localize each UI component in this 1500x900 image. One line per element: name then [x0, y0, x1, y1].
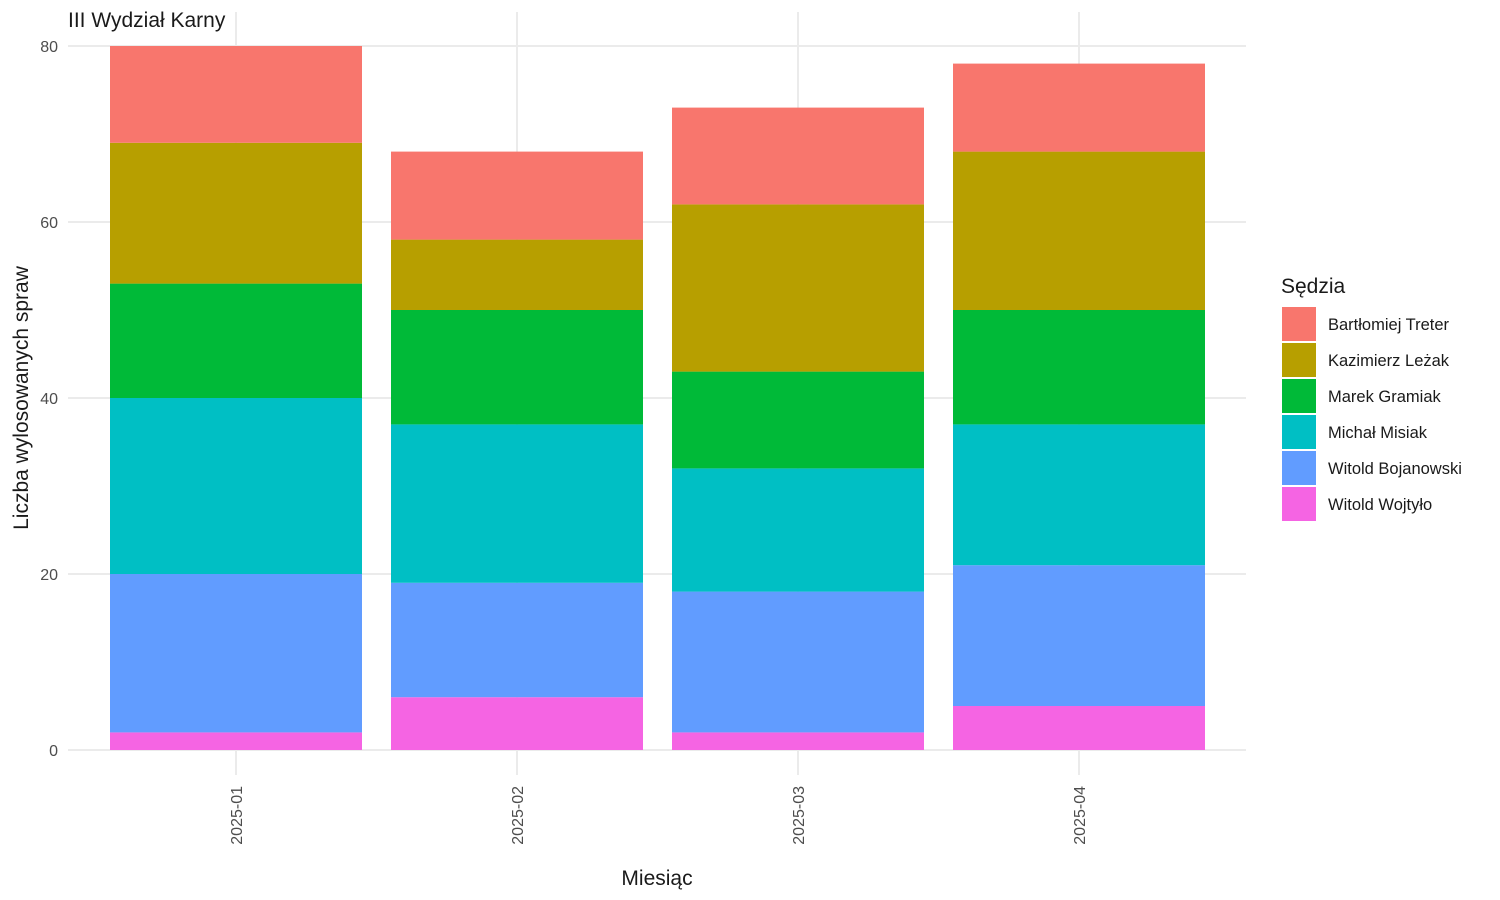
- bar-segment: [672, 468, 924, 592]
- bar-segment: [672, 371, 924, 469]
- legend-label: Witold Bojanowski: [1328, 460, 1462, 478]
- bar-segment: [953, 565, 1205, 706]
- y-axis-title: Liczba wylosowanych spraw: [10, 265, 33, 530]
- bar-segment: [110, 574, 362, 733]
- bar-segment: [391, 582, 643, 698]
- bar-segment: [391, 424, 643, 583]
- y-tick-label: 20: [40, 567, 58, 584]
- legend-swatch: [1282, 343, 1316, 377]
- y-tick-label: 40: [40, 391, 58, 408]
- bar-segment: [110, 732, 362, 750]
- bar-segment: [391, 697, 643, 750]
- legend-title: Sędzia: [1281, 275, 1346, 298]
- legend-label: Michał Misiak: [1328, 424, 1428, 442]
- tick-labels: 0 20 40 60 80 2025-01 2025-02 2025-03 2025-04: [40, 39, 1089, 845]
- bar-segment: [672, 107, 924, 205]
- bar-segment: [953, 151, 1205, 310]
- legend: Sędzia Bartłomiej Treter Kazimierz Leżak M…: [1281, 275, 1462, 521]
- x-tick-label: 2025-01: [229, 786, 246, 845]
- y-tick-label: 80: [40, 39, 58, 56]
- bar-segment: [672, 204, 924, 372]
- legend-label: Witold Wojtyło: [1328, 496, 1432, 514]
- bar-segment: [953, 310, 1205, 425]
- bar-segment: [391, 151, 643, 240]
- bars: [110, 46, 1205, 750]
- legend-swatch: [1282, 379, 1316, 413]
- legend-swatch: [1282, 451, 1316, 485]
- x-tick-label: 2025-02: [510, 786, 527, 845]
- legend-swatch: [1282, 487, 1316, 521]
- legend-label: Marek Gramiak: [1328, 388, 1442, 406]
- x-axis-title: Miesiąc: [621, 867, 692, 890]
- bar-segment: [391, 310, 643, 425]
- x-tick-label: 2025-03: [791, 786, 808, 845]
- bar-segment: [953, 424, 1205, 566]
- y-tick-label: 0: [49, 743, 58, 760]
- bar-segment: [391, 239, 643, 310]
- bar-segment: [110, 46, 362, 143]
- bar-segment: [110, 283, 362, 398]
- legend-swatch: [1282, 415, 1316, 449]
- legend-swatch: [1282, 307, 1316, 341]
- bar-segment: [953, 706, 1205, 750]
- chart-title: III Wydział Karny: [68, 9, 226, 32]
- bar-segment: [110, 398, 362, 574]
- y-tick-label: 60: [40, 215, 58, 232]
- x-tick-label: 2025-04: [1072, 786, 1089, 845]
- bar-segment: [672, 732, 924, 750]
- legend-label: Bartłomiej Treter: [1328, 316, 1450, 334]
- bar-segment: [110, 142, 362, 284]
- bar-segment: [953, 63, 1205, 152]
- bar-segment: [672, 591, 924, 733]
- legend-label: Kazimierz Leżak: [1328, 352, 1450, 370]
